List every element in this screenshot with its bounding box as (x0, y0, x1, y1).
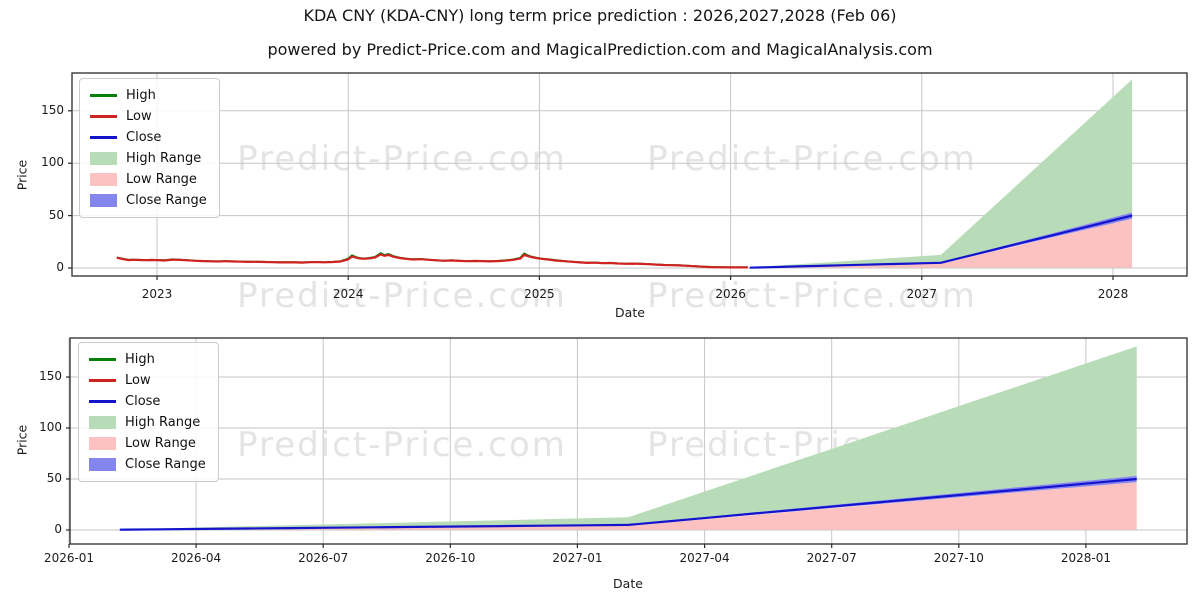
top-y-tick-label: 50 (22, 208, 64, 222)
page-title: KDA CNY (KDA-CNY) long term price predic… (0, 6, 1200, 25)
legend-label: High (126, 88, 156, 103)
close-line-swatch (89, 400, 116, 403)
top-y-tick-label: 100 (22, 155, 64, 169)
legend-label: Close Range (125, 457, 206, 472)
legend-item-close: Close (90, 128, 207, 147)
top-x-tick-label: 2027 (907, 287, 938, 301)
top-y-tick-label: 0 (22, 260, 64, 274)
legend-label: High Range (125, 415, 200, 430)
low-range-swatch (89, 437, 116, 450)
bottom-x-tick-label: 2026-10 (425, 551, 475, 565)
legend-item-high: High (89, 350, 206, 369)
top-x-tick-label: 2028 (1098, 287, 1129, 301)
top-x-tick-label: 2023 (142, 287, 173, 301)
legend-item-low-range: Low Range (90, 170, 207, 189)
low-line-swatch (89, 379, 116, 382)
bottom-x-tick-label: 2028-01 (1061, 551, 1111, 565)
top-chart (68, 73, 1187, 280)
bottom-x-tick-label: 2026-07 (298, 551, 348, 565)
low-line-swatch (90, 115, 117, 118)
legend-item-close: Close (89, 392, 206, 411)
bottom-x-tick-label: 2027-01 (552, 551, 602, 565)
legend-label: Low Range (126, 172, 197, 187)
bottom-y-tick-label: 50 (20, 471, 62, 485)
high-line-swatch (89, 358, 116, 361)
top-x-tick-label: 2025 (524, 287, 555, 301)
legend-label: Close (125, 394, 160, 409)
legend-label: Close Range (126, 193, 207, 208)
legend-label: Close (126, 130, 161, 145)
legend-label: High (125, 352, 155, 367)
legend-item-high-range: High Range (89, 413, 206, 432)
bottom-x-tick-label: 2027-10 (934, 551, 984, 565)
close-range-swatch (89, 458, 116, 471)
page-subtitle: powered by Predict-Price.com and Magical… (0, 40, 1200, 59)
legend-label: High Range (126, 151, 201, 166)
bottom-x-tick-label: 2026-01 (44, 551, 94, 565)
legend-label: Low Range (125, 436, 196, 451)
legend-item-high: High (90, 86, 207, 105)
bottom-chart (66, 338, 1187, 548)
bottom-x-tick-label: 2027-07 (807, 551, 857, 565)
legend-item-low-range: Low Range (89, 434, 206, 453)
low-history-line (117, 254, 748, 267)
top-x-axis-label: Date (615, 305, 645, 320)
bottom-x-tick-label: 2027-04 (680, 551, 730, 565)
top-legend: High Low Close High Range Low Range Clos… (79, 78, 220, 218)
top-y-tick-label: 150 (22, 103, 64, 117)
bottom-y-tick-label: 100 (20, 420, 62, 434)
close-line-swatch (90, 136, 117, 139)
bottom-legend: High Low Close High Range Low Range Clos… (78, 342, 219, 482)
legend-item-high-range: High Range (90, 149, 207, 168)
low-range-swatch (90, 173, 117, 186)
legend-label: Low (125, 373, 151, 388)
bottom-x-tick-label: 2026-04 (171, 551, 221, 565)
bottom-x-axis-label: Date (613, 576, 643, 591)
legend-label: Low (126, 109, 152, 124)
legend-item-low: Low (89, 371, 206, 390)
bottom-y-tick-label: 150 (20, 369, 62, 383)
figure-canvas: Predict-Price.com Predict-Price.com Pred… (0, 0, 1200, 600)
bottom-y-tick-label: 0 (20, 522, 62, 536)
top-x-tick-label: 2026 (715, 287, 746, 301)
high-line-swatch (90, 94, 117, 97)
high-range-swatch (89, 416, 116, 429)
close-range-swatch (90, 194, 117, 207)
legend-item-low: Low (90, 107, 207, 126)
legend-item-close-range: Close Range (89, 455, 206, 474)
high-range-swatch (90, 152, 117, 165)
legend-item-close-range: Close Range (90, 191, 207, 210)
top-x-tick-label: 2024 (333, 287, 364, 301)
